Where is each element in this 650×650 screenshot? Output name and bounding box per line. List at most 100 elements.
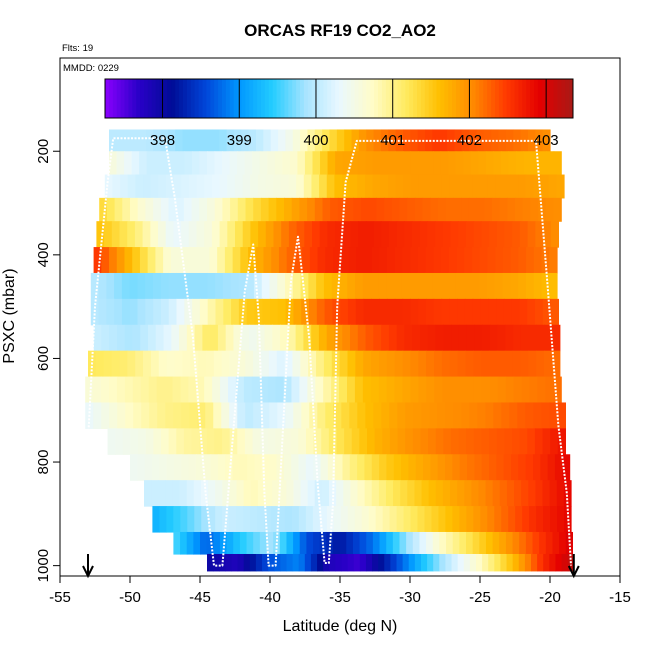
heat-cell <box>542 129 551 152</box>
heat-cell <box>519 221 529 248</box>
heat-cell <box>553 197 562 222</box>
colorbar-swatch <box>463 79 469 118</box>
heat-cell <box>402 247 411 274</box>
heat-cell <box>237 402 246 429</box>
colorbar-swatch <box>241 79 246 118</box>
heat-cell <box>556 480 565 507</box>
colorbar-swatch <box>296 79 301 118</box>
heat-cell <box>215 272 224 300</box>
heat-cell <box>418 350 427 378</box>
heat-cell <box>173 402 182 429</box>
heat-cell <box>176 298 185 326</box>
heat-cell <box>315 376 324 404</box>
heat-cell <box>427 553 434 572</box>
heat-cell <box>233 531 241 555</box>
heat-cell <box>213 402 222 429</box>
heat-cell <box>104 221 113 248</box>
heat-cell <box>215 480 223 507</box>
heat-cell <box>145 428 154 455</box>
heat-cell <box>246 298 256 326</box>
heat-cell <box>210 454 219 481</box>
heat-cell <box>528 324 538 352</box>
heat-cell <box>277 272 286 300</box>
heat-cell <box>237 151 246 176</box>
heat-cell <box>487 506 495 533</box>
heat-cell <box>224 247 234 274</box>
heat-cell <box>256 129 264 152</box>
heat-cell <box>523 151 532 176</box>
heat-cell <box>502 272 511 300</box>
colorbar-swatch <box>108 79 114 118</box>
heat-cell <box>481 428 490 455</box>
heat-cell <box>231 553 239 572</box>
heat-cell <box>347 350 356 378</box>
heat-cell <box>129 272 139 300</box>
heat-cell <box>412 221 421 248</box>
heat-cell <box>116 376 126 404</box>
heat-cell <box>505 376 515 404</box>
heat-cell <box>206 428 216 455</box>
colorbar-swatch <box>116 79 122 118</box>
heat-cell <box>557 506 565 533</box>
heat-cell <box>353 197 362 222</box>
heat-cell <box>279 531 288 555</box>
heat-cell <box>127 350 136 378</box>
heat-cell <box>254 454 263 481</box>
heat-cell <box>190 350 199 378</box>
heat-cell <box>312 221 321 248</box>
colorbar-swatch <box>159 79 164 118</box>
colorbar-swatch <box>261 79 266 118</box>
heat-cell <box>440 272 449 300</box>
heat-cell <box>283 376 293 404</box>
colorbar-swatch <box>381 79 387 118</box>
heat-cell <box>207 197 216 222</box>
colorbar-swatch <box>491 79 496 118</box>
heat-cell <box>261 454 270 481</box>
heat-cell <box>499 480 508 507</box>
heat-cell <box>382 506 391 533</box>
heat-cell <box>368 197 377 222</box>
x-tick-label: -40 <box>259 589 281 606</box>
heat-cell <box>307 129 316 152</box>
heat-cell <box>472 247 481 274</box>
heat-cell <box>341 553 349 572</box>
heat-cell <box>326 174 335 199</box>
heat-cell <box>135 350 144 378</box>
heat-cell <box>340 506 349 533</box>
heat-cell <box>145 129 154 152</box>
heat-cell <box>270 298 279 326</box>
heat-cell <box>231 298 240 326</box>
heat-cell <box>466 506 474 533</box>
heat-cell <box>441 247 450 274</box>
colorbar-swatch <box>378 79 383 118</box>
heat-cell <box>445 553 453 572</box>
heat-cell <box>363 247 373 274</box>
heat-cell <box>433 350 443 378</box>
heat-cell <box>426 376 435 404</box>
heat-cell <box>219 553 226 572</box>
heat-cell <box>307 197 316 222</box>
heat-cell <box>235 221 244 248</box>
heat-cell <box>487 174 496 199</box>
heat-cell <box>510 272 519 300</box>
heat-cell <box>127 174 137 199</box>
heat-cell <box>158 350 168 378</box>
colorbar-swatch <box>456 79 461 118</box>
heat-cell <box>537 376 546 404</box>
heat-cell <box>197 129 206 152</box>
heat-cell <box>172 376 181 404</box>
heat-cell <box>213 350 223 378</box>
heat-cell <box>378 480 387 507</box>
heat-cell <box>154 151 163 176</box>
heat-cell <box>260 197 270 222</box>
heat-cell <box>512 221 521 248</box>
heat-cell <box>463 272 473 300</box>
heat-cell <box>389 402 398 429</box>
heat-cell <box>456 174 466 199</box>
heat-cell <box>495 174 504 199</box>
colorbar-swatch <box>335 79 340 118</box>
heat-cell <box>98 272 107 300</box>
heat-cell <box>472 298 482 326</box>
heat-cell <box>157 402 166 429</box>
heat-cell <box>548 174 557 199</box>
